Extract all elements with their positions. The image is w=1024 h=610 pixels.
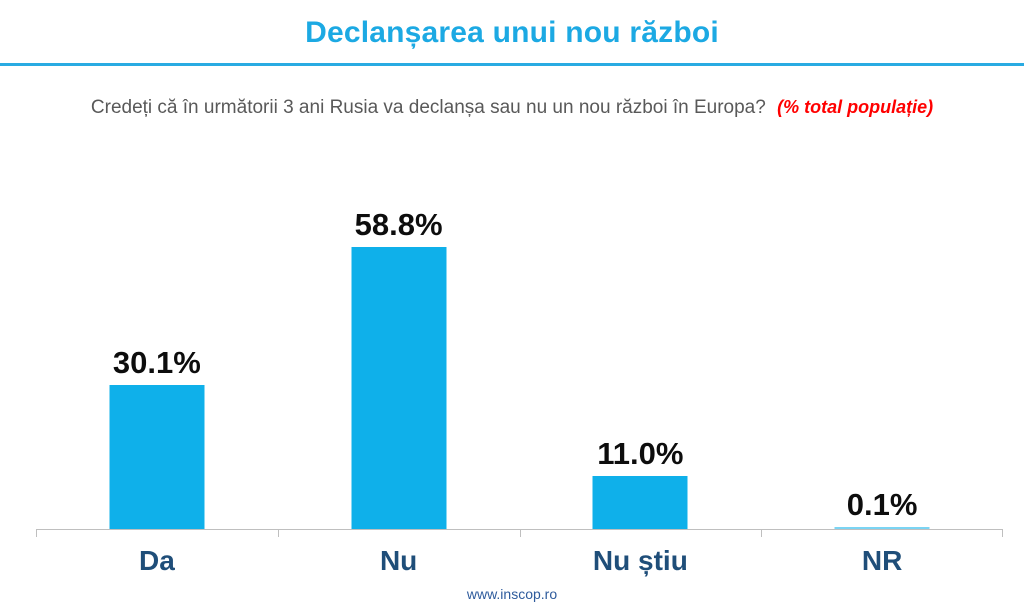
bar — [592, 476, 688, 529]
survey-question: Credeți că în următorii 3 ani Rusia va d… — [90, 97, 766, 118]
plot-area: 30.1% 58.8% 11.0% 0.1% — [36, 171, 1003, 529]
bar-cell: 0.1% — [761, 171, 1003, 529]
category-label: Nu știu — [592, 545, 688, 576]
bar-cell: 30.1% — [36, 171, 278, 529]
bar — [109, 385, 205, 529]
bar-value-label: 30.1% — [112, 345, 201, 380]
bar-cell: 58.8% — [278, 171, 520, 529]
source-url: www.inscop.ro — [466, 586, 558, 602]
x-axis-labels: Da Nu Nu știu NR — [36, 545, 1003, 577]
slide: Declanșarea unui nou război Credeți că î… — [0, 16, 1024, 610]
bar — [834, 527, 930, 529]
bar — [351, 247, 447, 529]
bar-value-label: 0.1% — [846, 487, 918, 522]
bar-value-label: 58.8% — [354, 207, 443, 242]
subtitle: Credeți că în următorii 3 ani Rusia va d… — [0, 97, 1024, 119]
axis-tick — [36, 530, 37, 537]
category-label: Da — [138, 545, 175, 576]
title-divider — [0, 63, 1024, 66]
bar-chart: 30.1% 58.8% 11.0% 0.1% Da Nu Nu știu NR — [36, 171, 1003, 577]
category-label: Nu — [379, 545, 418, 576]
axis-tick — [1002, 530, 1003, 537]
population-note: (% total populație) — [777, 97, 934, 117]
axis-tick — [277, 530, 279, 537]
axis-tick — [519, 530, 521, 537]
category-label: NR — [861, 545, 903, 576]
page-title: Declanșarea unui nou război — [305, 16, 719, 49]
bar-value-label: 11.0% — [597, 436, 684, 471]
axis-tick — [761, 530, 763, 537]
bar-cell: 11.0% — [520, 171, 762, 529]
x-axis — [36, 529, 1003, 537]
